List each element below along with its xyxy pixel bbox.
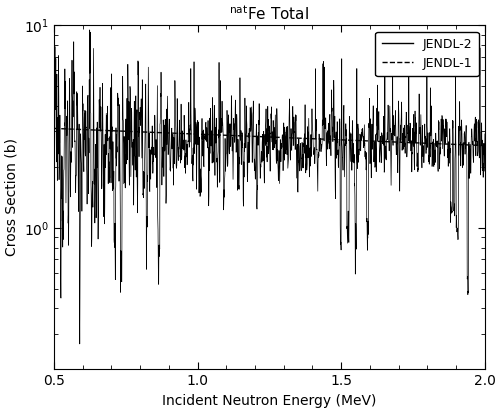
JENDL-2 <box>77 342 83 346</box>
JENDL-2 <box>470 139 476 144</box>
Y-axis label: Cross Section (b): Cross Section (b) <box>4 138 18 256</box>
JENDL-2 <box>470 140 476 145</box>
Legend: JENDL-2, JENDL-1: JENDL-2, JENDL-1 <box>376 32 478 76</box>
JENDL-2 <box>390 122 396 127</box>
JENDL-2 <box>261 136 267 141</box>
JENDL-2 <box>250 141 256 146</box>
Line: JENDL-2: JENDL-2 <box>54 30 485 344</box>
X-axis label: Incident Neutron Energy (MeV): Incident Neutron Energy (MeV) <box>162 394 376 408</box>
JENDL-2 <box>86 28 92 33</box>
Title: $^{\mathrm{nat}}$Fe Total: $^{\mathrm{nat}}$Fe Total <box>230 4 310 23</box>
JENDL-2 <box>73 175 79 180</box>
JENDL-2 <box>51 136 57 141</box>
JENDL-2 <box>482 131 488 136</box>
